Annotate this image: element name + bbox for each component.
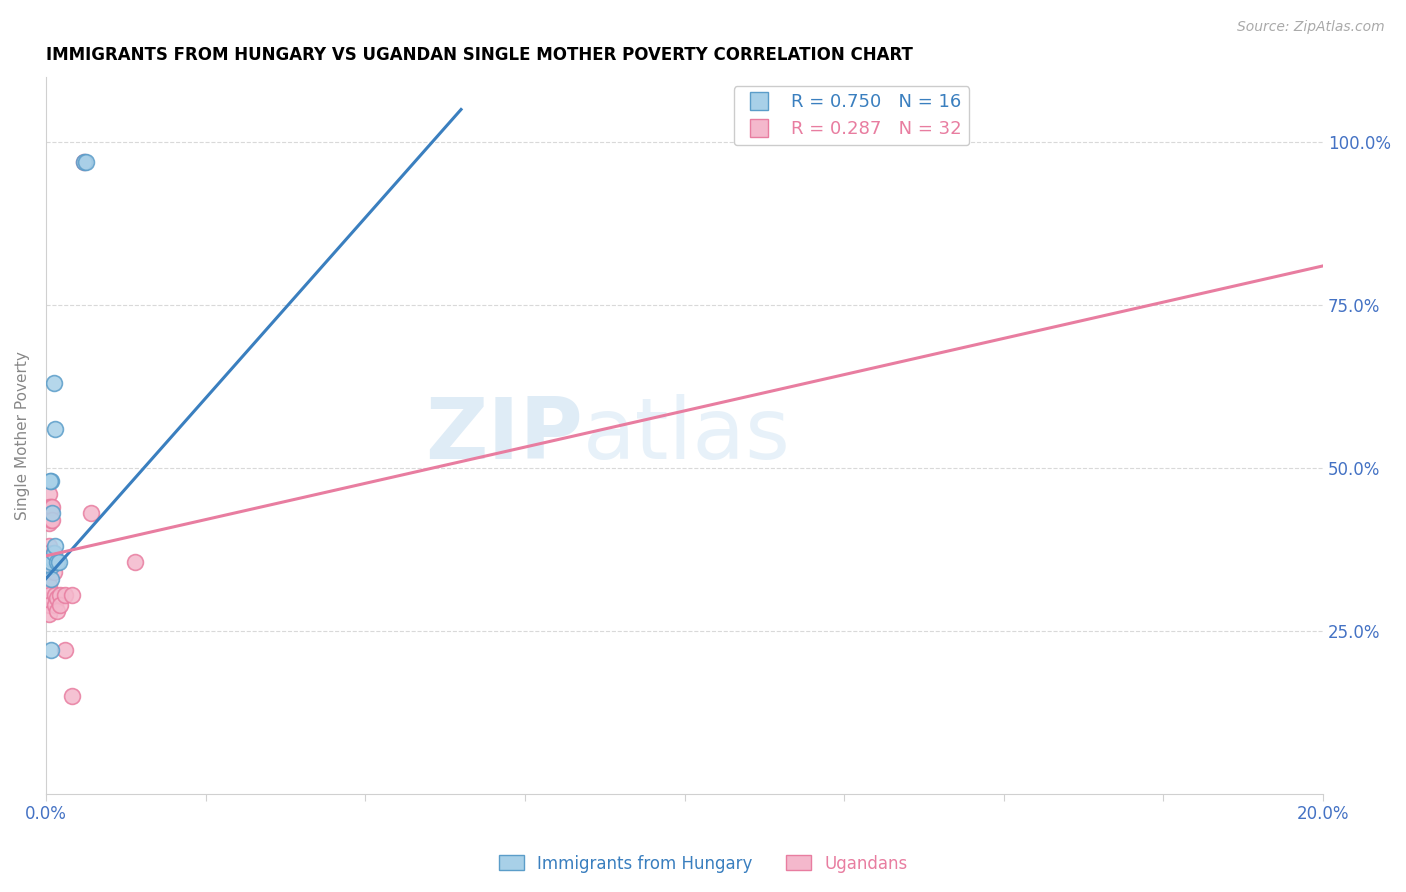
Point <box>38 516 60 531</box>
Point <box>41 500 63 514</box>
Point <box>49 598 72 612</box>
Point <box>46 604 69 618</box>
Legend: Immigrants from Hungary, Ugandans: Immigrants from Hungary, Ugandans <box>492 848 914 880</box>
Point <box>42 376 65 391</box>
Point <box>38 545 60 559</box>
Point <box>38 539 60 553</box>
Text: ZIP: ZIP <box>425 393 582 477</box>
Point <box>42 545 65 559</box>
Point <box>75 154 97 169</box>
Point <box>49 588 72 602</box>
Point <box>39 555 62 569</box>
Y-axis label: Single Mother Poverty: Single Mother Poverty <box>15 351 30 520</box>
Text: atlas: atlas <box>582 393 790 477</box>
Point <box>38 487 60 501</box>
Point <box>44 588 66 602</box>
Point <box>41 552 63 566</box>
Point <box>41 507 63 521</box>
Point <box>73 154 96 169</box>
Point <box>44 598 66 612</box>
Point <box>73 154 96 169</box>
Text: IMMIGRANTS FROM HUNGARY VS UGANDAN SINGLE MOTHER POVERTY CORRELATION CHART: IMMIGRANTS FROM HUNGARY VS UGANDAN SINGL… <box>46 46 912 64</box>
Point <box>39 572 62 586</box>
Point <box>41 513 63 527</box>
Point <box>53 643 76 657</box>
Point <box>46 591 69 606</box>
Point <box>44 422 66 436</box>
Point <box>79 507 101 521</box>
Point <box>38 598 60 612</box>
Point <box>39 643 62 657</box>
Legend: R = 0.750   N = 16, R = 0.287   N = 32: R = 0.750 N = 16, R = 0.287 N = 32 <box>734 86 969 145</box>
Point <box>124 555 146 569</box>
Point <box>42 545 65 559</box>
Point <box>39 500 62 514</box>
Point <box>38 555 60 569</box>
Point <box>53 588 76 602</box>
Point <box>38 607 60 622</box>
Point <box>39 513 62 527</box>
Point <box>60 689 83 703</box>
Point <box>48 555 70 569</box>
Point <box>46 555 69 569</box>
Point <box>60 588 83 602</box>
Point <box>38 588 60 602</box>
Point <box>38 578 60 592</box>
Point <box>38 474 60 488</box>
Point <box>39 558 62 573</box>
Point <box>38 565 60 579</box>
Point <box>38 507 60 521</box>
Text: Source: ZipAtlas.com: Source: ZipAtlas.com <box>1237 20 1385 34</box>
Point <box>42 555 65 569</box>
Point <box>38 500 60 514</box>
Point <box>42 565 65 579</box>
Point <box>39 474 62 488</box>
Point <box>44 539 66 553</box>
